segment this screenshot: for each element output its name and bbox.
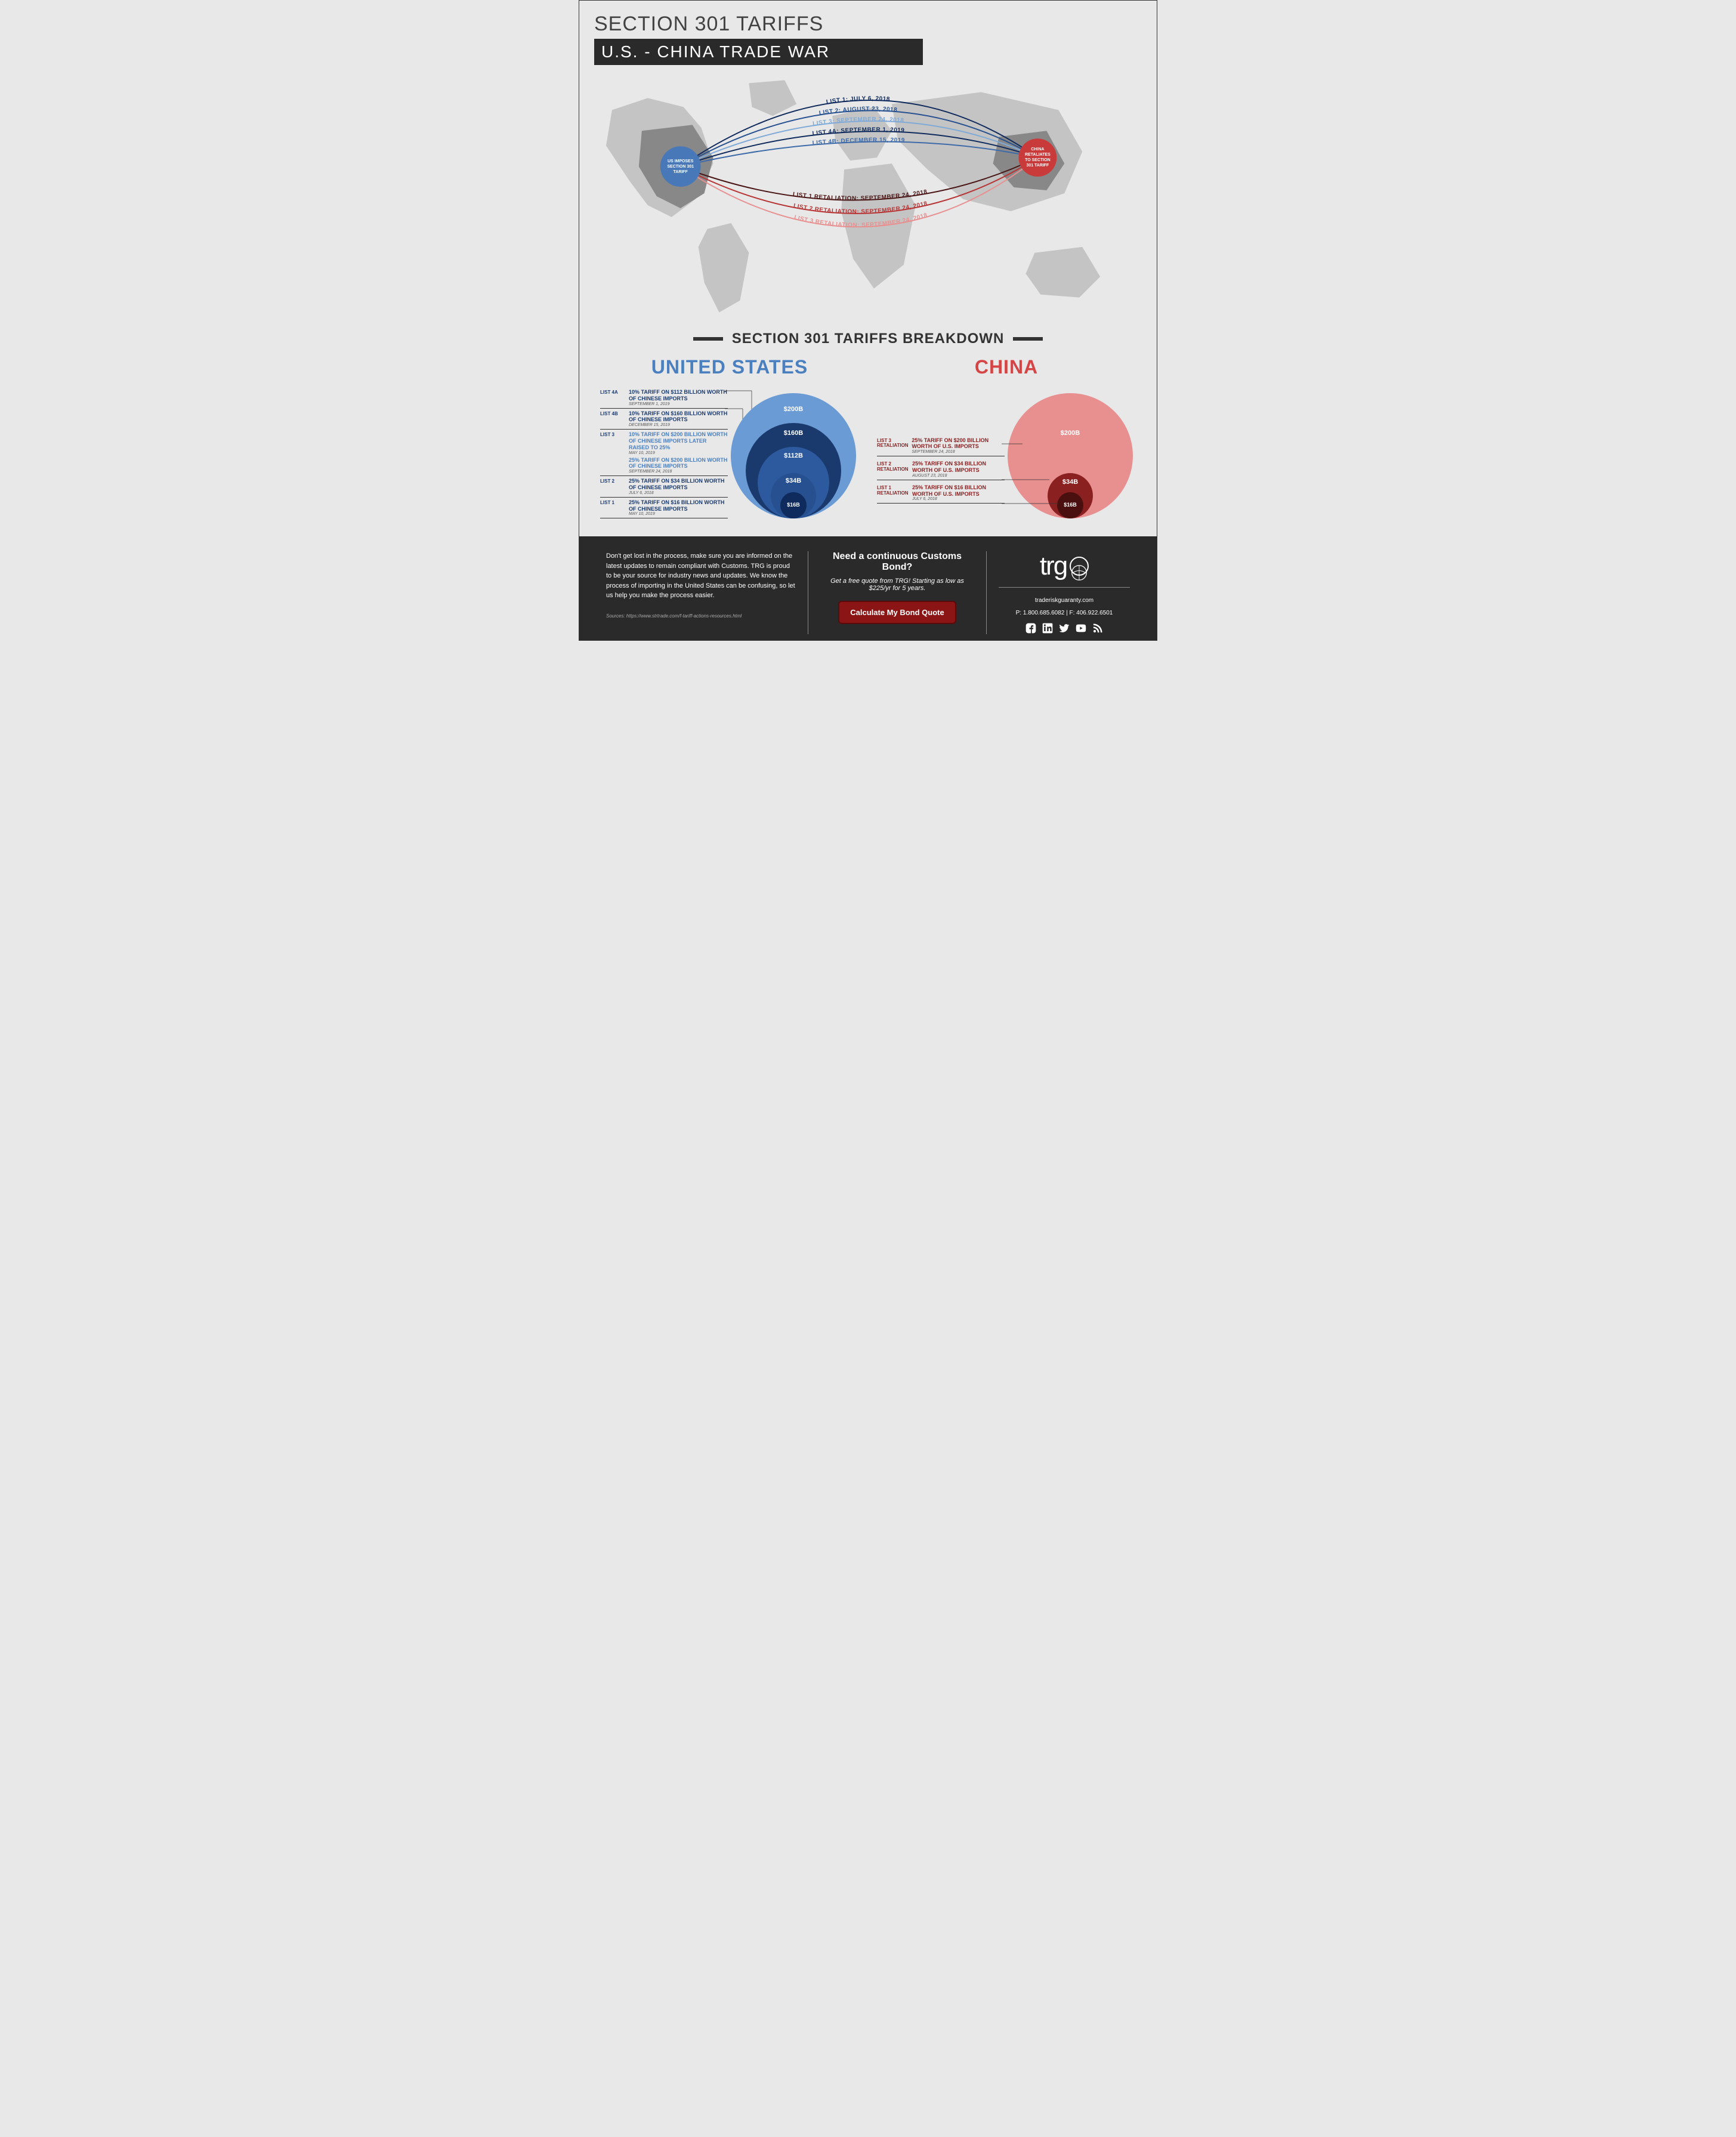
cn-node-l4: 301 TARIFF: [1026, 163, 1049, 168]
footer: Don't get lost in the process, make sure…: [579, 536, 1157, 640]
website: traderiskguaranty.com: [999, 597, 1130, 604]
footer-blurb: Don't get lost in the process, make sure…: [606, 551, 796, 601]
map-svg: LIST 1: JULY 6, 2018 LIST 2: AUGUST 23, …: [594, 74, 1142, 325]
list-tag: LIST 1: [600, 499, 624, 506]
facebook-icon[interactable]: [1025, 622, 1037, 634]
us-node-l2: SECTION 301: [667, 165, 694, 169]
list-item: LIST 3 RETALIATION 25% TARIFF ON $200 BI…: [877, 436, 1005, 457]
china-column: CHINA LIST 3 RETALIATION 25% TARIFF ON $…: [877, 356, 1136, 518]
list-tag: LIST 4A: [600, 389, 624, 396]
list-date: SEPTEMBER 24, 2018: [912, 450, 1005, 454]
cta-title: Need a continuous Customs Bond?: [820, 551, 974, 573]
list-desc: 25% TARIFF ON $34 BILLION WORTH OF U.S. …: [912, 461, 1005, 474]
list-desc: 25% TARIFF ON $16 BILLION WORTH OF CHINE…: [629, 499, 728, 512]
list-tag: LIST 3 RETALIATION: [877, 437, 907, 449]
china-circles: $200B $34B $16B: [1005, 387, 1136, 518]
list-item: LIST 2 RETALIATION 25% TARIFF ON $34 BIL…: [877, 459, 1005, 480]
circle-label: $34B: [1062, 478, 1078, 486]
list-item: LIST 1 25% TARIFF ON $16 BILLION WORTH O…: [600, 498, 728, 519]
list-date: MAY 10, 2019: [629, 512, 728, 516]
globe-icon: [1070, 557, 1089, 576]
footer-cta-col: Need a continuous Customs Bond? Get a fr…: [808, 551, 987, 634]
footer-blurb-col: Don't get lost in the process, make sure…: [594, 551, 808, 634]
cn-node-l2: RETALIATES: [1025, 153, 1051, 157]
us-circles: $200B $160B $112B $34B $16B: [728, 387, 859, 518]
china-list-labels: LIST 3 RETALIATION 25% TARIFF ON $200 BI…: [877, 400, 1005, 507]
world-map-diagram: LIST 1: JULY 6, 2018 LIST 2: AUGUST 23, …: [594, 74, 1142, 325]
us-list-labels: LIST 4A 10% TARIFF ON $112 BILLION WORTH…: [600, 387, 728, 518]
cta-sub: Get a free quote from TRG! Starting as l…: [820, 578, 974, 592]
circle-label: $16B: [787, 502, 800, 508]
list-item: LIST 1 RETALIATION 25% TARIFF ON $16 BIL…: [877, 483, 1005, 504]
twitter-icon[interactable]: [1058, 622, 1070, 634]
circle-label: $200B: [1061, 430, 1080, 437]
cn-node-l1: CHINA: [1031, 147, 1044, 152]
list-item: LIST 2 25% TARIFF ON $34 BILLION WORTH O…: [600, 476, 728, 498]
us-node-l1: US IMPOSES: [668, 159, 694, 163]
list-desc: 25% TARIFF ON $16 BILLION WORTH OF U.S. …: [912, 484, 1005, 498]
list-tag: LIST 4B: [600, 410, 624, 417]
rss-icon[interactable]: [1092, 622, 1104, 634]
circle-label: $34B: [786, 477, 801, 484]
linkedin-icon[interactable]: [1042, 622, 1054, 634]
list-tag: LIST 3: [600, 431, 624, 438]
title-line1: SECTION 301 TARIFFS: [594, 13, 1142, 36]
header: SECTION 301 TARIFFS U.S. - CHINA TRADE W…: [594, 13, 1142, 65]
list-tag: LIST 2: [600, 478, 624, 484]
list-tag: LIST 2 RETALIATION: [877, 461, 907, 473]
trg-logo: trg: [1040, 551, 1089, 581]
phone: P: 1.800.685.6082 | F: 406.922.6501: [999, 610, 1130, 616]
calculate-bond-button[interactable]: Calculate My Bond Quote: [838, 601, 956, 624]
footer-brand-col: trg traderiskguaranty.com P: 1.800.685.6…: [987, 551, 1142, 634]
list-item: LIST 4A 10% TARIFF ON $112 BILLION WORTH…: [600, 387, 728, 409]
list-desc: 25% TARIFF ON $200 BILLION WORTH OF CHIN…: [629, 457, 728, 470]
list-date: JULY 6, 2018: [912, 497, 1005, 501]
list-desc: 10% TARIFF ON $112 BILLION WORTH OF CHIN…: [629, 389, 728, 402]
list-date: JULY 6, 2018: [629, 491, 728, 495]
circle-label: $112B: [784, 452, 803, 459]
china-country-title: CHINA: [877, 356, 1136, 378]
circle-label: $160B: [784, 430, 803, 437]
china-node: CHINA RETALIATES TO SECTION 301 TARIFF: [1018, 138, 1057, 177]
list-date: SEPTEMBER 24, 2018: [629, 470, 728, 474]
list-desc: 25% TARIFF ON $34 BILLION WORTH OF CHINE…: [629, 478, 728, 491]
list-date: MAY 10, 2019: [629, 451, 728, 455]
list-desc: 10% TARIFF ON $160 BILLION WORTH OF CHIN…: [629, 410, 728, 424]
us-column: UNITED STATES LIST 4A 10% TARIFF ON $112…: [600, 356, 859, 518]
list-item: LIST 4B 10% TARIFF ON $160 BILLION WORTH…: [600, 409, 728, 430]
us-node-l3: TARIFF: [674, 170, 688, 174]
source-text: Sources: https://www.strtrade.com/f-tari…: [606, 613, 796, 620]
list-item: LIST 3 10% TARIFF ON $200 BILLION WORTH …: [600, 430, 728, 476]
list-desc: 25% TARIFF ON $200 BILLION WORTH OF U.S.…: [912, 437, 1005, 450]
logo-text: trg: [1040, 551, 1067, 581]
circle-label: $200B: [784, 406, 803, 413]
list-desc: 10% TARIFF ON $200 BILLION WORTH OF CHIN…: [629, 431, 728, 450]
circle-label: $16B: [1064, 502, 1077, 508]
list-date: SEPTEMBER 1, 2019: [629, 402, 728, 406]
breakdown-section: UNITED STATES LIST 4A 10% TARIFF ON $112…: [594, 356, 1142, 536]
cn-node-l3: TO SECTION: [1025, 158, 1050, 162]
title-line2: U.S. - CHINA TRADE WAR: [594, 39, 923, 65]
us-node: US IMPOSES SECTION 301 TARIFF: [660, 146, 701, 187]
social-icons: [999, 622, 1130, 634]
us-country-title: UNITED STATES: [600, 356, 859, 378]
arc-label-us-0: LIST 1: JULY 6, 2018: [826, 95, 890, 106]
infographic-page: SECTION 301 TARIFFS U.S. - CHINA TRADE W…: [579, 0, 1157, 641]
svg-text:LIST 1: JULY 6, 2018: LIST 1: JULY 6, 2018: [826, 95, 890, 106]
breakdown-title-text: SECTION 301 TARIFFS BREAKDOWN: [732, 331, 1005, 347]
list-date: DECEMBER 15, 2019: [629, 423, 728, 427]
list-date: AUGUST 23, 2018: [912, 474, 1005, 478]
list-tag: LIST 1 RETALIATION: [877, 484, 907, 496]
youtube-icon[interactable]: [1075, 622, 1087, 634]
breakdown-title: SECTION 301 TARIFFS BREAKDOWN: [594, 331, 1142, 347]
